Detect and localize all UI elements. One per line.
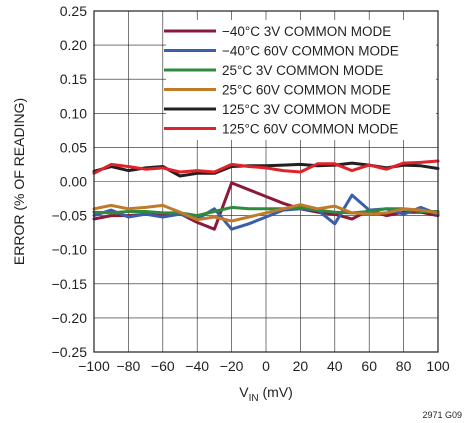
series-line	[92, 159, 440, 175]
legend-label: 125°C 3V COMMON MODE	[222, 102, 391, 117]
legend-label: 25°C 60V COMMON MODE	[222, 83, 391, 98]
x-axis-label-unit: (mV)	[259, 384, 293, 400]
legend-label: 25°C 3V COMMON MODE	[222, 63, 383, 78]
legend: −40°C 3V COMMON MODE −40°C 60V COMMON MOD…	[164, 20, 436, 140]
y-tick-label: 0.05	[60, 139, 87, 155]
y-tick-label: 0.15	[60, 71, 87, 87]
legend-label: −40°C 3V COMMON MODE	[222, 24, 391, 39]
y-tick-label: −0.05	[52, 208, 88, 224]
x-tick-label: 80	[396, 358, 412, 374]
x-tick-label: 0	[262, 358, 270, 374]
series-lines	[92, 159, 440, 231]
y-tick-label: −0.25	[52, 344, 88, 360]
x-tick-label: 60	[361, 358, 377, 374]
x-tick-label: −40	[185, 358, 209, 374]
x-tick-label: 40	[327, 358, 343, 374]
legend-background	[166, 20, 436, 140]
x-axis-label-main: V	[239, 384, 249, 400]
series-line	[92, 203, 440, 223]
x-tick-label: 20	[293, 358, 309, 374]
y-tick-label: −0.10	[52, 242, 88, 258]
y-tick-label: 0.10	[60, 105, 87, 121]
plot-frame	[93, 10, 439, 353]
x-tick-labels: −100 −80 −60 −40 −20 0 20 40 60 80 100	[78, 358, 450, 374]
figure-id: 2971 G09	[422, 410, 462, 420]
y-tick-labels: −0.25 −0.20 −0.15 −0.10 −0.05 0.00 0.05 0.10 0.1…	[52, 3, 88, 360]
y-tick-label: 0.00	[60, 174, 87, 190]
y-tick-label: 0.20	[60, 37, 87, 53]
x-tick-label: −60	[151, 358, 175, 374]
y-axis-label: ERROR (% OF READING)	[11, 98, 27, 265]
legend-label: 125°C 60V COMMON MODE	[222, 122, 398, 137]
y-tick-label: 0.25	[60, 3, 87, 19]
x-axis-label: VIN (mV)	[239, 384, 293, 404]
x-tick-label: 100	[426, 358, 450, 374]
x-axis-label-subscript: IN	[249, 393, 259, 404]
x-tick-label: −100	[78, 358, 110, 374]
y-tick-label: −0.20	[52, 310, 88, 326]
series-line	[92, 205, 440, 218]
x-tick-label: −20	[220, 358, 244, 374]
x-tick-label: −80	[117, 358, 141, 374]
legend-label: −40°C 60V COMMON MODE	[222, 44, 399, 59]
y-tick-label: −0.15	[52, 276, 88, 292]
